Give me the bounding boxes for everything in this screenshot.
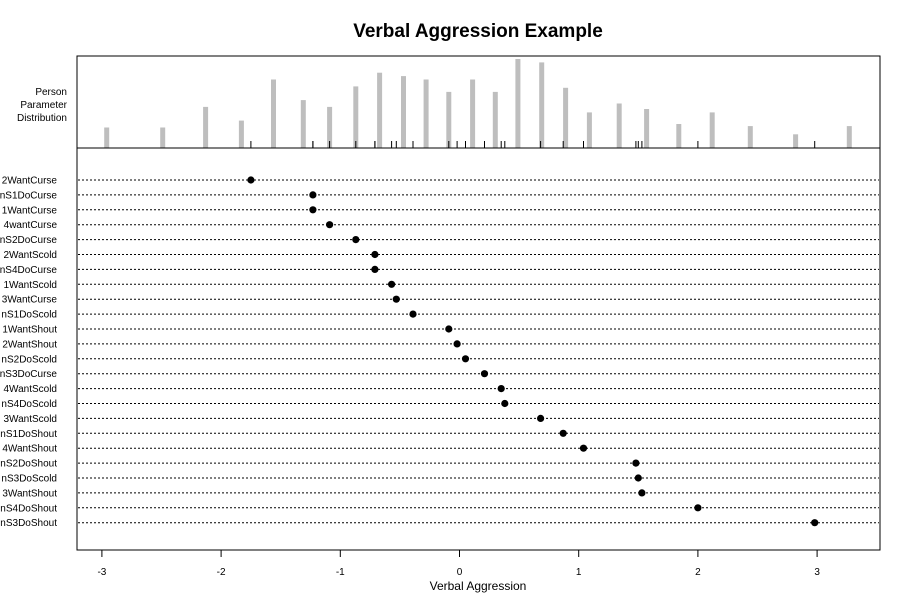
- item-label: 1WantScold: [3, 280, 57, 291]
- distribution-bar: [644, 109, 650, 148]
- item-gridlines: [78, 179, 879, 524]
- distribution-bar: [300, 100, 306, 148]
- distribution-ylabel-line-2: Parameter: [20, 100, 67, 111]
- item-label: nS4DoShout: [0, 503, 57, 514]
- distribution-bar: [353, 86, 359, 148]
- distribution-bar: [327, 106, 333, 148]
- item-point: [632, 459, 640, 467]
- item-point: [480, 370, 489, 378]
- item-point: [309, 206, 317, 214]
- item-label: 4WantScold: [3, 384, 57, 395]
- item-label: 2WantScold: [3, 250, 57, 261]
- item-point: [461, 355, 470, 363]
- item-point: [694, 504, 702, 512]
- item-label: nS2DoCurse: [0, 235, 57, 246]
- distribution-bar: [160, 127, 166, 148]
- distribution-bar: [203, 106, 209, 148]
- item-point: [326, 221, 334, 229]
- distribution-bar: [401, 76, 406, 148]
- distribution-bar: [446, 91, 452, 148]
- item-label: nS3DoShout: [0, 518, 57, 529]
- distribution-bar: [793, 134, 799, 148]
- distribution-bar: [492, 91, 498, 148]
- distribution-bar: [747, 126, 753, 148]
- item-label: 3WantScold: [3, 414, 57, 425]
- item-point: [247, 176, 255, 184]
- distribution-ylabel-line-1: Person: [35, 87, 67, 98]
- item-label: nS1DoCurse: [0, 190, 57, 201]
- distribution-bar: [539, 62, 545, 148]
- item-label: nS2DoScold: [1, 354, 57, 365]
- item-label: nS4DoCurse: [0, 265, 57, 276]
- item-point: [352, 236, 360, 244]
- item-label: 3WantShout: [2, 488, 57, 499]
- x-tick-label: 3: [814, 567, 820, 578]
- distribution-bar: [104, 127, 110, 148]
- distribution-bar: [238, 120, 244, 148]
- item-points: [247, 176, 819, 527]
- item-point: [309, 191, 317, 199]
- distribution-bar: [563, 87, 569, 148]
- distribution-bar: [846, 126, 852, 148]
- x-axis: -3 -2 -1 0 1 2 3: [97, 550, 820, 578]
- item-point: [371, 265, 379, 273]
- item-point: [453, 340, 461, 348]
- item-label: 4wantCurse: [4, 220, 58, 231]
- x-tick-label: 1: [576, 567, 582, 578]
- distribution-bar: [616, 103, 622, 148]
- item-point: [497, 385, 505, 393]
- item-label: 4WantShout: [2, 444, 57, 455]
- chart-title: Verbal Aggression Example: [353, 21, 603, 42]
- item-point: [392, 295, 400, 303]
- item-label: nS3DoCurse: [0, 369, 57, 380]
- item-label: nS1DoShout: [0, 429, 57, 440]
- item-point: [634, 474, 642, 482]
- item-labels: 2WantCurse nS1DoCurse 1WantCurse 4wantCurse…: [0, 176, 57, 530]
- item-rug-ticks: [250, 141, 816, 148]
- item-label: 2WantShout: [2, 339, 57, 350]
- distribution-ylabel-line-3: Distribution: [17, 113, 67, 124]
- item-point: [409, 310, 417, 318]
- item-label: 1WantShout: [2, 325, 57, 336]
- item-panel-frame: [76, 147, 881, 551]
- distribution-bar: [515, 59, 521, 148]
- item-label: nS1DoScold: [1, 310, 57, 321]
- x-tick-label: -3: [97, 567, 106, 578]
- item-label: nS2DoShout: [0, 459, 57, 470]
- item-label: 2WantCurse: [2, 176, 58, 187]
- item-label: 1WantCurse: [2, 205, 58, 216]
- distribution-bars: [104, 59, 852, 148]
- item-point: [559, 429, 567, 437]
- x-tick-label: -2: [217, 567, 226, 578]
- item-point: [811, 519, 819, 527]
- item-point: [371, 250, 379, 259]
- distribution-panel-frame: [76, 55, 881, 149]
- item-point: [579, 444, 588, 452]
- x-tick-label: -1: [336, 567, 345, 578]
- distribution-bar: [470, 79, 476, 148]
- item-label: 3WantCurse: [2, 295, 58, 306]
- x-tick-label: 2: [695, 567, 701, 578]
- distribution-bar: [709, 112, 715, 148]
- distribution-bar: [586, 112, 592, 148]
- distribution-bar: [423, 79, 429, 148]
- item-point: [537, 414, 545, 422]
- distribution-bar: [377, 72, 383, 148]
- distribution-bar: [676, 124, 682, 148]
- x-axis-label: Verbal Aggression: [430, 579, 527, 593]
- item-point: [638, 489, 646, 497]
- item-point: [445, 325, 453, 333]
- item-label: nS4DoScold: [1, 399, 57, 410]
- item-point: [501, 399, 509, 408]
- distribution-bar: [271, 79, 276, 148]
- item-label: nS3DoScold: [1, 474, 57, 485]
- item-point: [388, 280, 396, 288]
- x-tick-label: 0: [457, 567, 463, 578]
